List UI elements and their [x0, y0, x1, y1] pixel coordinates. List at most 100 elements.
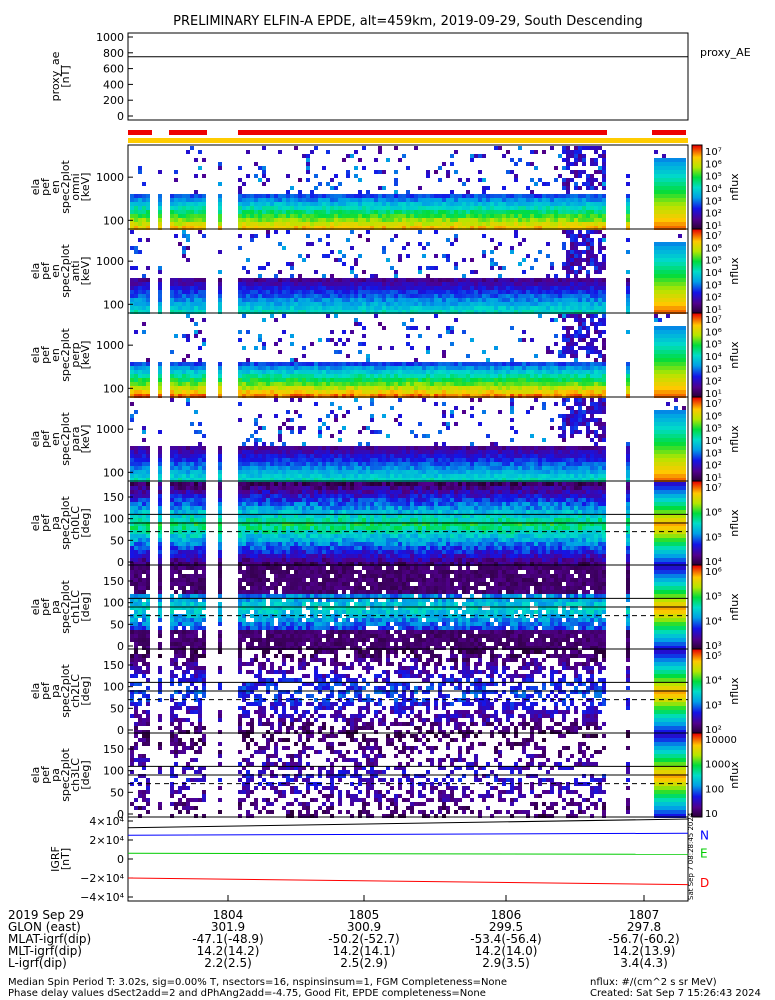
spectrogram-cell [290, 342, 294, 346]
spectrogram-cell [658, 162, 662, 166]
spectrogram-cell [554, 382, 558, 386]
spectrogram-cell [134, 410, 138, 414]
spectrogram-cell [310, 394, 314, 398]
spectrogram-cell [346, 474, 350, 478]
spectrogram-cell [590, 302, 594, 306]
spectrogram-cell [382, 382, 386, 386]
spectrogram-cell [318, 338, 322, 342]
spectrogram-cell [538, 306, 542, 310]
spectrogram-cell [482, 194, 486, 198]
spectrogram-cell [426, 290, 430, 294]
spectrogram-cell [602, 318, 606, 322]
spectrogram-cell [142, 378, 146, 382]
spectrogram-cell [682, 226, 686, 230]
spectrogram-cell [250, 302, 254, 306]
spectrogram-cell [362, 378, 366, 382]
spectrogram-cell [294, 378, 298, 382]
spectrogram-cell [406, 214, 410, 218]
spectrogram-cell [186, 394, 190, 398]
spectrogram-cell [510, 362, 514, 366]
spectrogram-cell [478, 202, 482, 206]
spectrogram-cell [374, 202, 378, 206]
spectrogram-cell [474, 210, 478, 214]
spectrogram-cell [366, 222, 370, 226]
spectrogram-cell [522, 386, 526, 390]
spectrogram-cell [682, 182, 686, 186]
spectrogram-cell [274, 198, 278, 202]
spectrogram-cell [594, 294, 598, 298]
spectrogram-cell [550, 366, 554, 370]
spectrogram-cell [326, 286, 330, 290]
spectrogram-cell [526, 186, 530, 190]
spectrogram-cell [294, 278, 298, 282]
spectrogram-cell [546, 346, 550, 350]
spectrogram-cell [586, 174, 590, 178]
spectrogram-cell [666, 246, 670, 250]
spectrogram-cell [322, 294, 326, 298]
spectrogram-cell [550, 278, 554, 282]
spectrogram-cell [482, 306, 486, 310]
spectrogram-cell [258, 474, 262, 478]
spectrogram-cell [334, 458, 338, 462]
spectrogram-cell [490, 266, 494, 270]
spectrogram-cell [386, 226, 390, 230]
spectrogram-cell [538, 178, 542, 182]
spectrogram-cell [294, 366, 298, 370]
spectrogram-cell [554, 362, 558, 366]
spectrogram-cell [298, 294, 302, 298]
spectrogram-cell [474, 378, 478, 382]
spectrogram-cell [194, 470, 198, 474]
spectrogram-cell [274, 446, 278, 450]
spectrogram-cell [518, 374, 522, 378]
spectrogram-cell [542, 202, 546, 206]
spectrogram-cell [294, 298, 298, 302]
spectrogram-cell [298, 362, 302, 366]
colorbar-slice [692, 372, 702, 374]
spectrogram-cell [670, 178, 674, 182]
spectrogram-cell [358, 178, 362, 182]
spectrogram-cell [578, 230, 582, 234]
spectrogram-cell [174, 306, 178, 310]
spectrogram-cell [254, 454, 258, 458]
spectrogram-cell [158, 370, 162, 374]
spectrogram-cell [378, 218, 382, 222]
spectrogram-cell [142, 474, 146, 478]
spectrogram-cell [134, 266, 138, 270]
spectrogram-cell [582, 346, 586, 350]
spectrogram-cell [538, 214, 542, 218]
spectrogram-cell [450, 302, 454, 306]
spectrogram-cell [262, 470, 266, 474]
spectrogram-cell [654, 294, 658, 298]
spectrogram-cell [394, 366, 398, 370]
spectrogram-cell [506, 198, 510, 202]
spectrogram-cell [374, 302, 378, 306]
spectrogram-cell [534, 394, 538, 398]
spectrogram-cell [586, 394, 590, 398]
spectrogram-cell [350, 478, 354, 482]
spectrogram-cell [354, 446, 358, 450]
spectrogram-cell [342, 330, 346, 334]
spectrogram-cell [582, 318, 586, 322]
spectrogram-cell [574, 210, 578, 214]
spectrogram-cell [498, 210, 502, 214]
spectrogram-cell [278, 218, 282, 222]
spectrogram-cell [466, 286, 470, 290]
spectrogram-cell [182, 214, 186, 218]
spectrogram-cell [574, 262, 578, 266]
spectrogram-cell [574, 350, 578, 354]
spectrogram-cell [474, 194, 478, 198]
colorbar-slice [692, 216, 702, 218]
spectrogram-cell [662, 374, 666, 378]
spectrogram-cell [298, 278, 302, 282]
spectrogram-cell [322, 202, 326, 206]
spectrogram-cell [510, 374, 514, 378]
spectrogram-cell [306, 226, 310, 230]
spectrogram-cell [366, 366, 370, 370]
spectrogram-cell [182, 474, 186, 478]
colorbar-slice [692, 210, 702, 212]
colorbar-slice [692, 231, 702, 233]
spectrogram-cell [578, 210, 582, 214]
spectrogram-cell [578, 194, 582, 198]
spectrogram-cell [266, 206, 270, 210]
spectrogram-cell [198, 166, 202, 170]
